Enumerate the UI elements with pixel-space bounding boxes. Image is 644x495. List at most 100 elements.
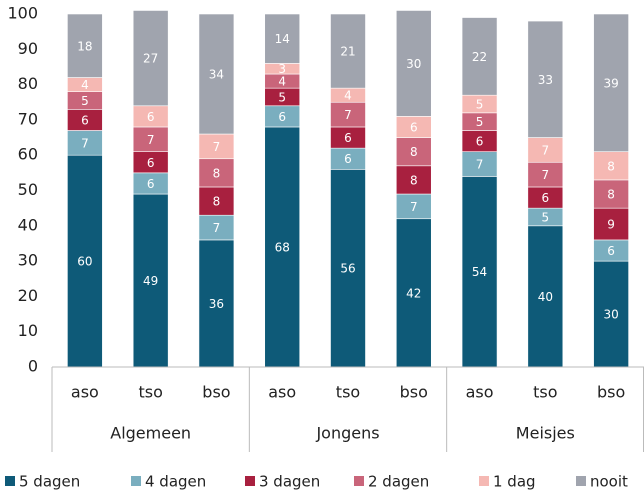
bar-segment [132, 10, 169, 107]
value-label: 30 [406, 57, 421, 71]
value-label: 39 [603, 76, 618, 90]
value-label: 7 [213, 221, 221, 235]
legend-swatch [576, 476, 586, 486]
x-tick-label: aso [268, 383, 296, 402]
bar-segment [593, 13, 629, 152]
y-tick-label: 10 [18, 321, 38, 340]
value-label: 8 [607, 159, 615, 173]
value-label: 5 [476, 98, 484, 112]
value-label: 6 [542, 191, 550, 205]
y-tick-label: 50 [18, 180, 38, 199]
value-label: 5 [476, 115, 484, 129]
bar-segment [527, 20, 564, 138]
legend-label: 5 dagen [19, 473, 80, 491]
bar-segment [395, 137, 432, 167]
bar-segment [264, 13, 301, 64]
bar-segment [395, 10, 432, 117]
x-tick-label: bso [597, 383, 625, 402]
group-label: Algemeen [110, 424, 191, 443]
value-label: 60 [77, 255, 92, 269]
bar-segment [198, 133, 235, 160]
legend-swatch [479, 476, 489, 486]
value-label: 22 [472, 50, 487, 64]
value-label: 6 [278, 110, 286, 124]
value-label: 5 [542, 210, 550, 224]
bar-segment [198, 239, 235, 368]
y-tick-label: 90 [18, 39, 38, 58]
value-label: 3 [278, 62, 286, 76]
value-label: 6 [607, 244, 615, 258]
bar-segment [527, 137, 564, 163]
y-tick-label: 100 [7, 4, 38, 23]
value-label: 7 [542, 143, 550, 157]
bar-segment [593, 151, 629, 181]
value-label: 8 [410, 173, 418, 187]
y-tick-label: 80 [18, 74, 38, 93]
legend-swatch [131, 476, 141, 486]
value-label: 8 [213, 195, 221, 209]
bar-segment [330, 101, 366, 128]
value-label: 5 [278, 90, 286, 104]
value-label: 8 [607, 188, 615, 202]
value-label: 4 [278, 75, 286, 89]
value-label: 30 [603, 308, 618, 322]
bar-segment [527, 161, 564, 188]
bar-segment [330, 169, 366, 368]
y-tick-label: 0 [28, 357, 38, 376]
value-label: 68 [275, 240, 290, 254]
bar-segment [198, 158, 235, 188]
bar-segment [67, 130, 103, 156]
group-label: Meisjes [516, 424, 575, 443]
value-label: 14 [275, 32, 290, 46]
value-label: 6 [147, 177, 155, 191]
value-label: 54 [472, 265, 487, 279]
value-label: 40 [538, 290, 553, 304]
value-label: 4 [344, 89, 352, 103]
bar-segment [461, 151, 498, 177]
value-label: 6 [410, 120, 418, 134]
value-label: 8 [213, 166, 221, 180]
value-label: 8 [410, 145, 418, 159]
value-label: 5 [81, 94, 89, 108]
value-label: 49 [143, 274, 158, 288]
bar-segment [198, 13, 235, 135]
x-tick-label: bso [202, 383, 230, 402]
x-tick-label: tso [336, 383, 360, 402]
bar-segment [395, 218, 432, 368]
y-tick-label: 40 [18, 215, 38, 234]
value-label: 6 [476, 135, 484, 149]
bar-segment [330, 13, 366, 89]
x-tick-label: aso [466, 383, 494, 402]
bar-segment [67, 154, 103, 368]
y-tick-label: 70 [18, 109, 38, 128]
legend-label: 2 dagen [368, 473, 429, 491]
legend-label: nooit [590, 473, 628, 491]
value-label: 6 [147, 110, 155, 124]
x-tick-label: aso [71, 383, 99, 402]
x-tick-label: bso [400, 383, 428, 402]
bar-segment [461, 17, 498, 96]
legend-swatch [354, 476, 364, 486]
value-label: 6 [344, 152, 352, 166]
legend-label: 1 dag [493, 473, 536, 491]
legend-label: 4 dagen [145, 473, 206, 491]
value-label: 34 [209, 68, 224, 82]
y-tick-label: 30 [18, 251, 38, 270]
bar-segment [395, 165, 432, 195]
value-label: 6 [81, 113, 89, 127]
value-label: 7 [542, 168, 550, 182]
bar-segment [198, 186, 235, 216]
value-label: 36 [209, 297, 224, 311]
legend-swatch [245, 476, 255, 486]
value-label: 33 [538, 73, 553, 87]
x-tick-label: tso [533, 383, 557, 402]
value-label: 56 [340, 262, 355, 276]
value-label: 21 [340, 45, 355, 59]
value-label: 7 [344, 108, 352, 122]
value-label: 6 [147, 156, 155, 170]
value-label: 7 [147, 133, 155, 147]
value-label: 7 [81, 136, 89, 150]
value-label: 4 [81, 78, 89, 92]
value-label: 42 [406, 286, 421, 300]
